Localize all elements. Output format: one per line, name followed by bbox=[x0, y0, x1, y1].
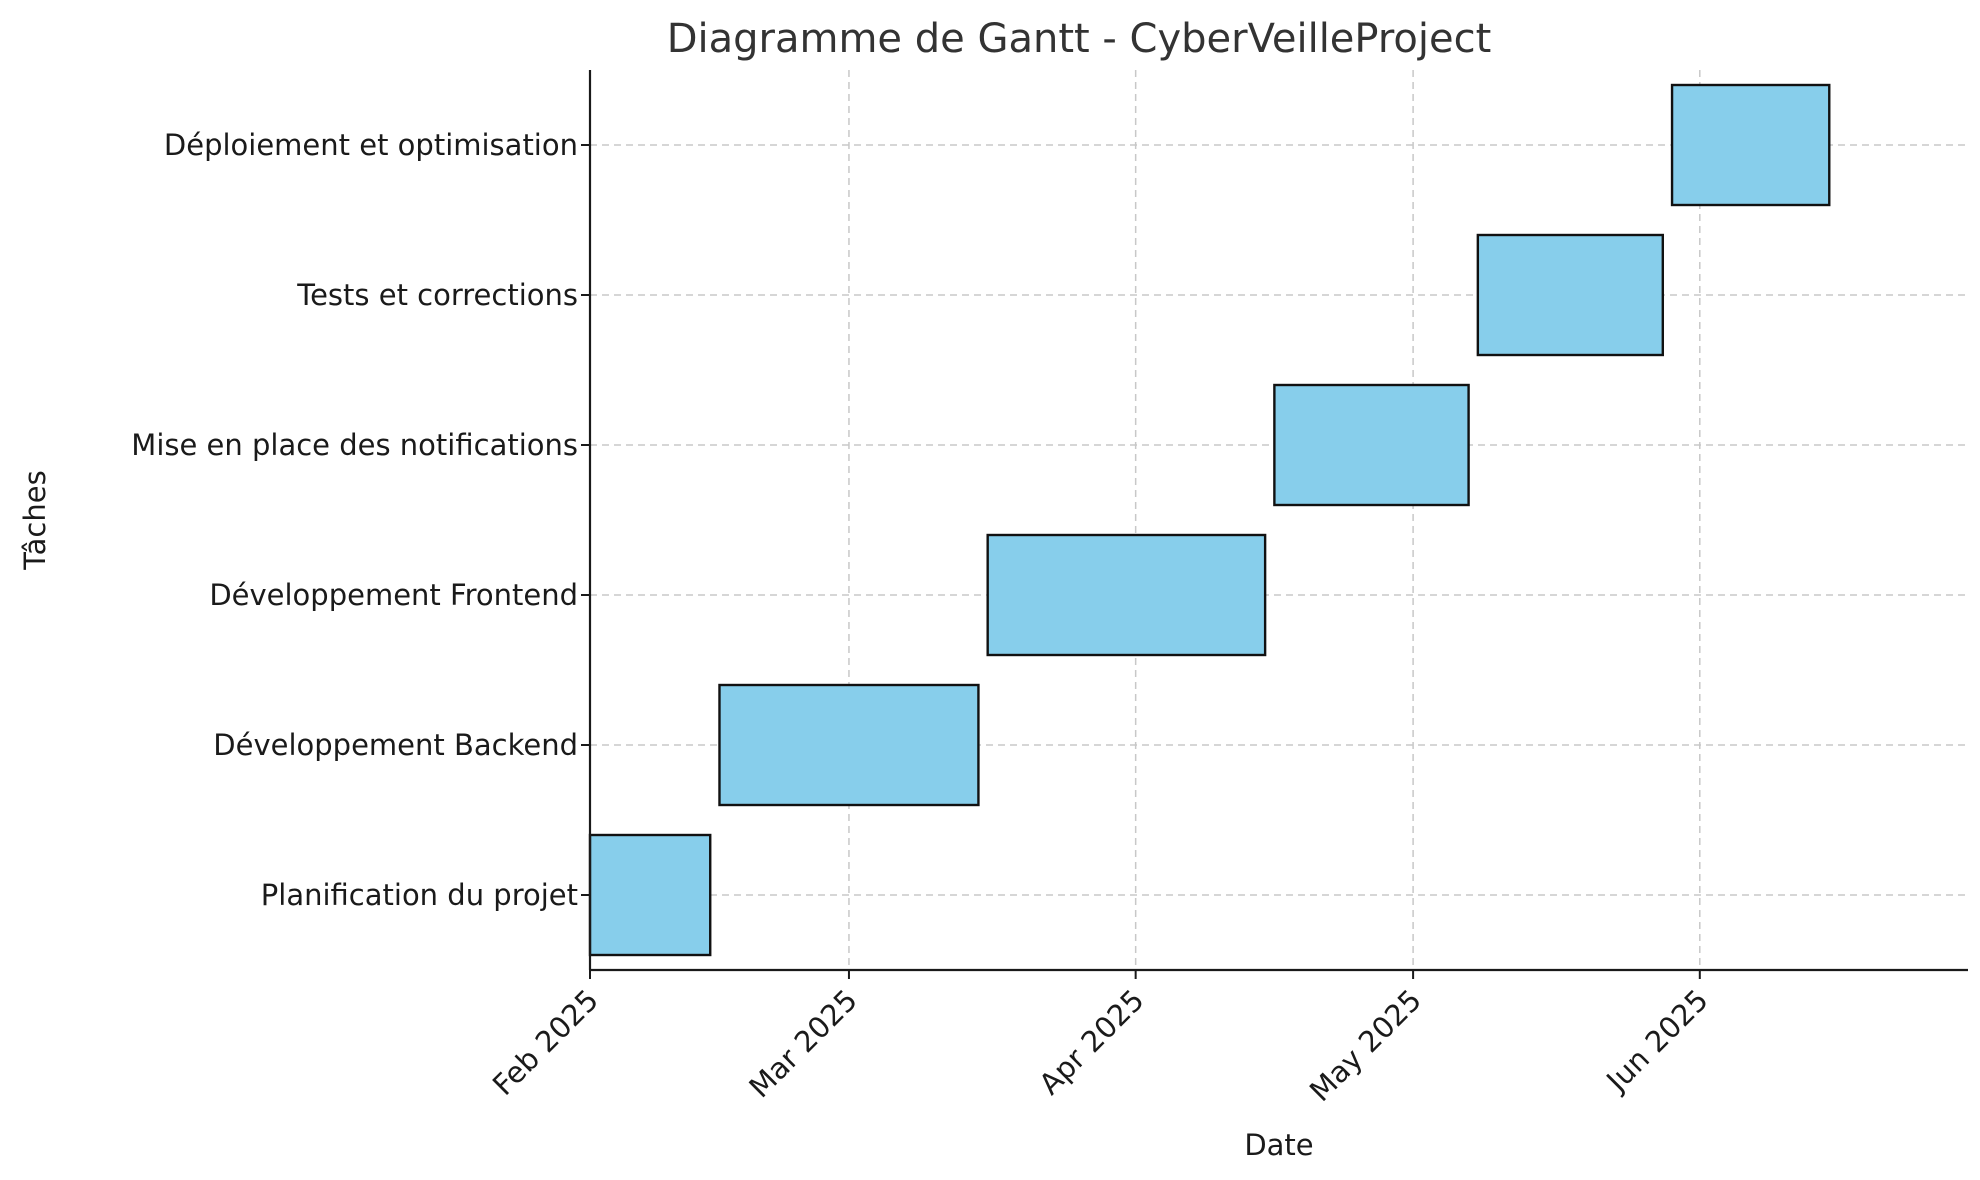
x-tick-label: Mar 2025 bbox=[742, 983, 863, 1104]
axes bbox=[588, 70, 1968, 972]
x-tick-label: Apr 2025 bbox=[1032, 983, 1150, 1101]
gantt-bar bbox=[1273, 383, 1470, 507]
y-tick-label: Tests et corrections bbox=[296, 278, 578, 312]
x-tick-label: May 2025 bbox=[1303, 983, 1428, 1108]
gantt-bar bbox=[588, 833, 712, 957]
gantt-bar bbox=[986, 533, 1267, 657]
gantt-bar bbox=[718, 683, 980, 807]
y-tick-label: Développement Frontend bbox=[209, 578, 578, 612]
grid bbox=[589, 70, 1968, 970]
y-tick-label: Planification du projet bbox=[261, 878, 578, 912]
gantt-bar bbox=[1476, 233, 1665, 357]
chart-title: Diagramme de Gantt - CyberVeilleProject bbox=[667, 16, 1492, 62]
x-tick-label: Jun 2025 bbox=[1599, 983, 1715, 1099]
y-tick-label: Développement Backend bbox=[213, 728, 578, 762]
y-tick-label: Mise en place des notifications bbox=[131, 428, 578, 462]
x-tick-label: Feb 2025 bbox=[486, 983, 605, 1102]
bars bbox=[588, 83, 1831, 957]
gantt-bar bbox=[1670, 83, 1831, 207]
y-axis-label: Tâches bbox=[18, 470, 52, 570]
y-tick-label: Déploiement et optimisation bbox=[164, 128, 578, 162]
x-axis-label: Date bbox=[1244, 1128, 1313, 1162]
